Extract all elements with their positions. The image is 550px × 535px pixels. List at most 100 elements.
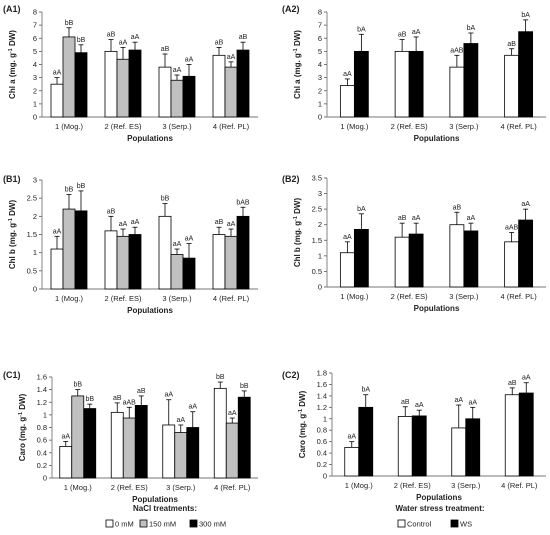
y-tick-label: 7 <box>33 21 37 30</box>
significance-label: aA <box>173 241 182 248</box>
x-tick-label: 2 (Ref. ES) <box>104 294 142 303</box>
y-tick-label: 1 <box>33 248 37 257</box>
bar-a1-4-1 <box>212 54 226 118</box>
legend-item-label: Control <box>407 520 432 529</box>
bar-c2-1-1 <box>344 446 360 477</box>
y-tick-label: 2 <box>33 86 37 95</box>
significance-label: aB <box>453 204 462 211</box>
significance-label: aA <box>119 39 128 46</box>
y-tick-label: 0 <box>43 474 47 483</box>
y-tick-label: 1.6 <box>317 380 327 389</box>
bar-a1-1-3 <box>74 52 88 118</box>
significance-label: aA <box>53 70 62 77</box>
bar-c2-4-2 <box>518 392 534 477</box>
x-tick-label: 1 (Mog.) <box>55 294 83 303</box>
significance-label: bA <box>357 26 366 33</box>
significance-label: aB <box>398 32 407 39</box>
x-tick-label: 4 (Ref. PL) <box>500 292 537 301</box>
significance-label: bA <box>361 387 370 394</box>
y-axis-title: Chl b (mg. g-1 DW) <box>8 200 17 270</box>
bar-c1-4-1 <box>213 387 227 479</box>
bar-a1-3-3 <box>182 75 196 118</box>
significance-label: aB <box>215 39 224 46</box>
significance-label: aB <box>113 395 122 402</box>
x-tick-label: 2 (Ref. ES) <box>391 292 429 301</box>
bar-a1-3-2 <box>170 79 184 118</box>
y-tick-label: 0.6 <box>37 436 47 445</box>
bar-b2-3-2 <box>463 230 479 288</box>
x-tick-label: 1 (Mog.) <box>340 122 368 131</box>
significance-label: bA <box>521 12 530 19</box>
y-tick-label: 1 <box>33 99 37 108</box>
panel-label: (A1) <box>3 4 21 14</box>
bar-c2-2-2 <box>411 415 427 477</box>
x-tick-label: 1 (Mog.) <box>64 483 92 492</box>
significance-label: bB <box>216 374 225 381</box>
y-tick-label: 1.2 <box>317 403 327 412</box>
legend-swatch <box>105 519 114 528</box>
significance-label: aA <box>53 228 62 235</box>
x-tick-label: 3 (Serp.) <box>162 122 192 131</box>
significance-label: aA <box>521 201 530 208</box>
legend-swatch <box>450 519 459 528</box>
bar-a1-4-2 <box>224 66 238 118</box>
x-axis-title: Populations <box>416 493 462 502</box>
x-tick-label: 4 (Ref. PL) <box>213 294 250 303</box>
y-tick-label: 1.2 <box>37 398 47 407</box>
y-tick-label: 0.5 <box>312 267 322 276</box>
bar-a1-2-3 <box>128 49 142 118</box>
x-axis-title: Populations <box>414 304 460 313</box>
bar-c1-1-2 <box>71 395 85 479</box>
significance-label: aA <box>412 215 421 222</box>
y-tick-label: 4 <box>33 60 37 69</box>
bar-a1-1-1 <box>50 83 64 118</box>
y-tick-label: 0.2 <box>317 460 327 469</box>
x-tick-label: 3 (Serp.) <box>166 483 196 492</box>
significance-label: aA <box>467 215 476 222</box>
y-tick-label: 4 <box>318 60 322 69</box>
y-tick-label: 5 <box>33 47 37 56</box>
significance-label: aA <box>164 392 173 399</box>
significance-label: aA <box>347 434 356 441</box>
x-tick-label: 1 (Mog.) <box>55 122 83 131</box>
legend-swatch <box>139 519 148 528</box>
y-tick-label: 3.5 <box>312 174 322 183</box>
y-tick-label: 2.5 <box>27 194 37 203</box>
significance-label: aA <box>227 54 236 61</box>
significance-label: aA <box>454 397 463 404</box>
legend-item-label: 150 mM <box>149 520 176 529</box>
bar-b1-3-3 <box>182 257 196 290</box>
panel-label: (A2) <box>282 4 300 14</box>
bar-a1-4-3 <box>236 49 250 118</box>
x-tick-label: 1 (Mog.) <box>340 292 368 301</box>
significance-label: aA <box>343 71 352 78</box>
significance-label: aA <box>343 234 352 241</box>
bar-c1-1-3 <box>83 408 97 479</box>
y-axis-title: Caro (mg. g-1 DW) <box>298 390 307 458</box>
bar-b2-3-1 <box>449 224 465 288</box>
y-tick-label: 0 <box>323 472 327 481</box>
y-tick-label: 1.8 <box>317 369 327 378</box>
bar-a2-1-2 <box>353 50 369 118</box>
chart-panel-a1: (A1) 0 1 2 3 4 5 6 7 8 Chl a (mg. g-1 DW) aA bB bB 1 (… <box>3 4 258 143</box>
bar-b1-1-3 <box>74 210 88 290</box>
bar-a2-3-2 <box>463 43 479 118</box>
x-axis-title: Populations <box>132 495 178 504</box>
bar-a2-4-2 <box>518 31 534 118</box>
significance-label: aA <box>173 67 182 74</box>
legend-item-label: WS <box>460 520 472 529</box>
bar-c1-2-3 <box>134 405 148 479</box>
x-axis-title: Populations <box>127 134 173 143</box>
bar-c2-3-1 <box>451 427 467 477</box>
significance-label: aB <box>137 388 146 395</box>
bar-c2-1-2 <box>358 406 374 477</box>
x-tick-label: 2 (Ref. ES) <box>104 122 142 131</box>
y-tick-label: 3 <box>318 189 322 198</box>
bar-a1-1-2 <box>62 36 76 118</box>
panel-label: (B1) <box>3 174 21 184</box>
significance-label: aA <box>522 375 531 382</box>
significance-label: aA <box>228 410 237 417</box>
y-tick-label: 8 <box>318 8 322 17</box>
